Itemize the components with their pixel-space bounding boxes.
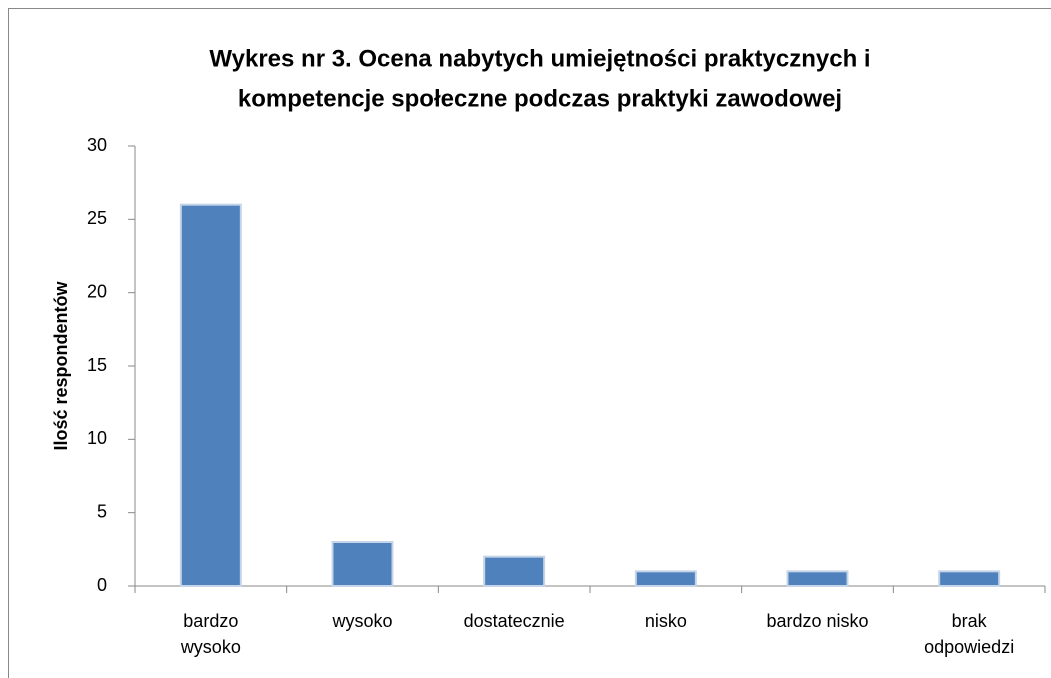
y-tick-label: 20 bbox=[87, 281, 107, 301]
x-tick-label: dostatecznie bbox=[463, 611, 565, 631]
x-tick-label: wysoko bbox=[332, 611, 393, 631]
bar bbox=[179, 203, 242, 588]
y-tick-label: 25 bbox=[87, 208, 107, 228]
x-tick-label: brak odpowiedzi bbox=[924, 611, 1015, 657]
y-axis-title: Ilość respondentów bbox=[51, 280, 71, 450]
x-tick-label: bardzo wysoko bbox=[180, 611, 241, 657]
chart-title: kompetencje społeczne podczas praktyki z… bbox=[238, 85, 842, 112]
bar bbox=[938, 570, 1001, 587]
x-tick-label: nisko bbox=[644, 611, 687, 631]
y-tick-label: 30 bbox=[87, 135, 107, 155]
bar bbox=[634, 570, 697, 587]
y-tick-label: 15 bbox=[87, 355, 107, 375]
bar bbox=[483, 555, 546, 588]
bar bbox=[331, 541, 394, 587]
y-tick-label: 5 bbox=[97, 501, 107, 521]
x-tick-label: bardzo nisko bbox=[766, 611, 869, 631]
chart-title: Wykres nr 3. Ocena nabytych umiejętności… bbox=[209, 45, 870, 72]
y-tick-label: 10 bbox=[87, 428, 107, 448]
bar bbox=[786, 570, 849, 587]
y-tick-label: 0 bbox=[97, 575, 107, 595]
